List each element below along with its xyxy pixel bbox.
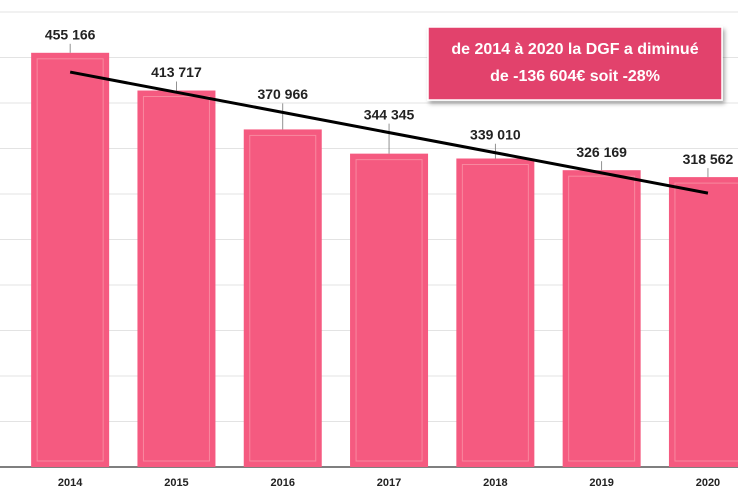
data-label: 339 010: [470, 126, 521, 142]
data-label: 326 169: [576, 144, 627, 160]
annotation-text: de -136 604€ soit -28%: [490, 68, 660, 85]
bar: [137, 90, 216, 468]
x-tick-label: 2015: [164, 477, 188, 489]
bar-inner-border: [36, 58, 104, 462]
bar-inner-border: [249, 134, 317, 462]
bar: [456, 158, 535, 467]
bar: [668, 177, 738, 467]
annotation-box: [427, 26, 723, 101]
bar-inner-border: [355, 159, 423, 462]
x-tick-label: 2017: [377, 477, 401, 489]
annotation-text: de 2014 à 2020 la DGF a diminué: [451, 41, 698, 58]
bar-inner-border: [568, 175, 636, 462]
data-label: 370 966: [257, 86, 308, 102]
x-tick-label: 2020: [696, 477, 720, 489]
bar: [350, 153, 429, 467]
bar-inner-border: [674, 182, 738, 462]
x-tick-label: 2018: [483, 477, 507, 489]
bar-inner-border: [142, 96, 210, 462]
x-tick-label: 2019: [589, 477, 613, 489]
data-label: 455 166: [45, 27, 96, 43]
trendline: [69, 70, 709, 195]
x-tick-label: 2016: [271, 477, 295, 489]
data-label: 318 562: [683, 151, 734, 167]
bar: [562, 170, 641, 467]
x-tick-label: 2014: [58, 477, 83, 489]
data-label: 344 345: [364, 106, 415, 122]
bar: [243, 129, 322, 467]
data-label: 413 717: [151, 64, 202, 80]
bar-inner-border: [461, 164, 529, 462]
bar: [31, 52, 110, 467]
